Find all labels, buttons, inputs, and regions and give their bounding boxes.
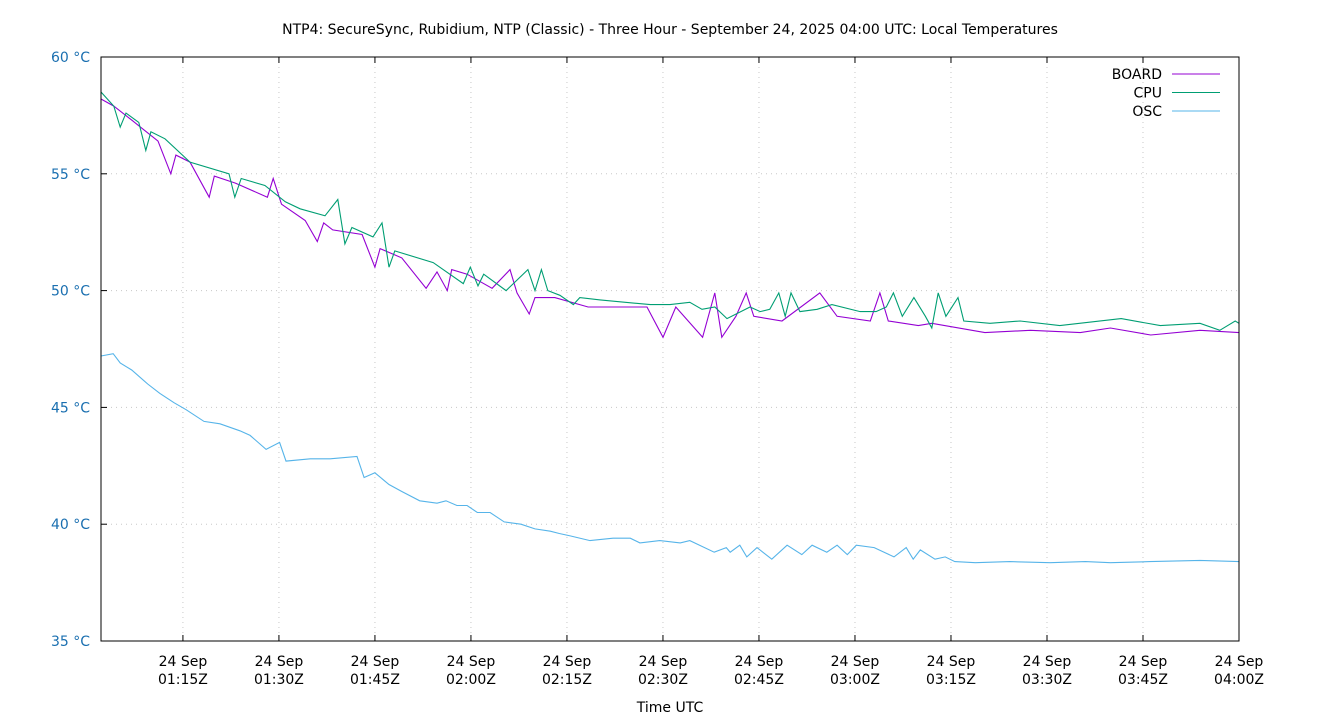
x-tick-label-date: 24 Sep [735,654,784,670]
x-tick-label-time: 02:30Z [638,672,688,688]
x-tick-label-date: 24 Sep [927,654,976,670]
data-series [100,91,1240,564]
x-tick-label-date: 24 Sep [159,654,208,670]
series-line-osc [100,353,1240,564]
x-tick-label-time: 02:15Z [542,672,592,688]
x-axis-label: Time UTC [636,700,704,716]
legend-label-osc: OSC [1132,104,1162,120]
x-tick-label-time: 02:00Z [446,672,496,688]
x-tick-label-time: 03:15Z [926,672,976,688]
y-tick-label: 50 °C [51,284,90,300]
y-tick-label: 45 °C [51,400,90,416]
x-tick-label-date: 24 Sep [351,654,400,670]
x-tick-label-time: 03:45Z [1118,672,1168,688]
chart-title: NTP4: SecureSync, Rubidium, NTP (Classic… [282,22,1058,38]
legend-label-board: BOARD [1112,67,1162,83]
legend-label-cpu: CPU [1134,86,1162,102]
x-tick-label-date: 24 Sep [1119,654,1168,670]
plot-frame [100,56,1240,642]
y-tick-label: 55 °C [51,167,90,183]
x-tick-label-time: 04:00Z [1214,672,1264,688]
x-tick-label-date: 24 Sep [447,654,496,670]
x-tick-label-time: 03:00Z [830,672,880,688]
grid-lines [101,57,1239,641]
x-tick-label-date: 24 Sep [1215,654,1264,670]
x-tick-label-time: 01:15Z [158,672,208,688]
series-line-cpu [100,91,1240,331]
y-tick-label: 40 °C [51,517,90,533]
x-axis-ticks: 24 Sep 01:15Z 24 Sep 01:30Z 24 Sep 01:45Z 24 S… [158,57,1264,688]
x-tick-label-time: 01:45Z [350,672,400,688]
x-tick-label-time: 03:30Z [1022,672,1072,688]
x-tick-label-time: 01:30Z [254,672,304,688]
x-tick-label-date: 24 Sep [255,654,304,670]
x-tick-label-date: 24 Sep [1023,654,1072,670]
y-tick-label: 60 °C [51,50,90,66]
series-line-board [100,98,1240,339]
legend: BOARD CPU OSC [1112,67,1220,120]
x-tick-label-date: 24 Sep [831,654,880,670]
x-tick-label-time: 02:45Z [734,672,784,688]
x-tick-label-date: 24 Sep [639,654,688,670]
y-tick-label: 35 °C [51,634,90,650]
y-axis-ticks: 35 °C 40 °C 45 °C 50 °C 55 °C 60 °C [51,50,107,650]
x-tick-label-date: 24 Sep [543,654,592,670]
